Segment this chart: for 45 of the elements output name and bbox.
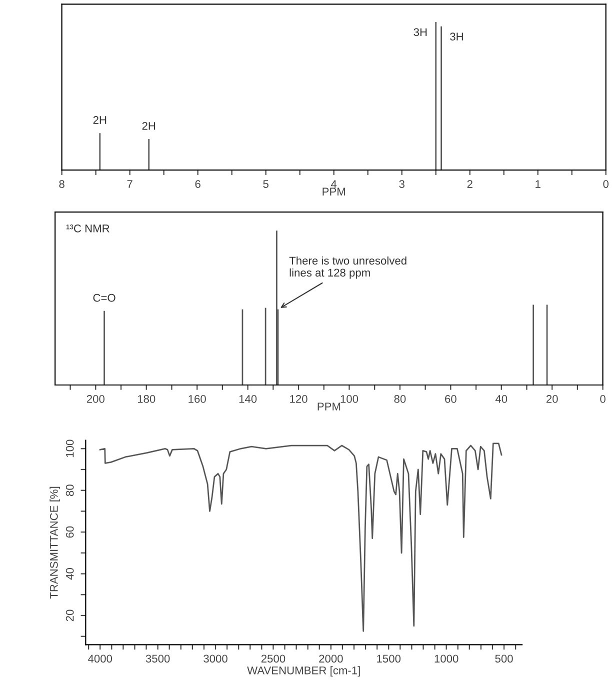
y-tick-label: 80 [66,484,74,496]
x-tick-label: 60 [445,395,456,403]
chart-title: ¹³C NMR [66,224,110,232]
x-tick-label: 1500 [377,654,401,663]
x-tick-label: 200 [86,395,104,403]
x-tick-label: 8 [59,180,64,188]
y-tick-label: 20 [66,610,74,622]
x-axis-title: PPM [318,402,340,410]
x-tick-label: 2 [467,180,472,188]
annotation: 2H [93,116,106,124]
annotation: 3H [450,32,463,41]
x-tick-label: 6 [195,180,200,188]
line-series [99,442,502,632]
x-tick-label: 3 [399,180,404,188]
x-tick-label: 120 [290,395,308,403]
x-tick-label: 4000 [88,654,112,663]
x-tick-label: 3000 [204,654,228,663]
x-tick-label: 180 [138,395,156,403]
annotation: C=O [93,294,116,302]
y-tick-label: 40 [66,568,74,580]
x-axis-title: WAVENUMBER [cm-1] [247,666,360,677]
annotation: 2H [142,122,156,130]
x-tick-label: 0 [603,180,609,188]
x-tick-label: 3500 [146,654,170,663]
x-tick-label: 140 [239,395,257,403]
y-axis-title: TRANSMITTANCE [%] [50,486,60,599]
x-tick-label: 160 [188,395,206,403]
x-tick-label: 40 [495,395,508,403]
x-tick-label: 20 [546,395,558,403]
x-tick-label: 4 [331,180,337,188]
x-tick-label: 100 [340,395,358,403]
y-tick-label: 100 [66,440,74,458]
x-tick-label: 7 [127,180,132,188]
x-tick-label: 2500 [261,654,286,663]
y-tick-label: 60 [66,526,74,538]
x-tick-label: 2000 [319,654,343,663]
x-tick-label: 1 [536,180,540,188]
x-axis-title: PPM [322,188,345,196]
x-tick-label: 1000 [434,654,458,663]
x-tick-label: 500 [495,654,513,663]
x-tick-label: 80 [394,395,406,403]
annotation: There is two unresolved lines at 128 ppm [289,256,406,279]
x-tick-label: 0 [600,395,606,403]
annotation: 3H [414,28,427,36]
x-tick-label: 5 [263,180,268,188]
